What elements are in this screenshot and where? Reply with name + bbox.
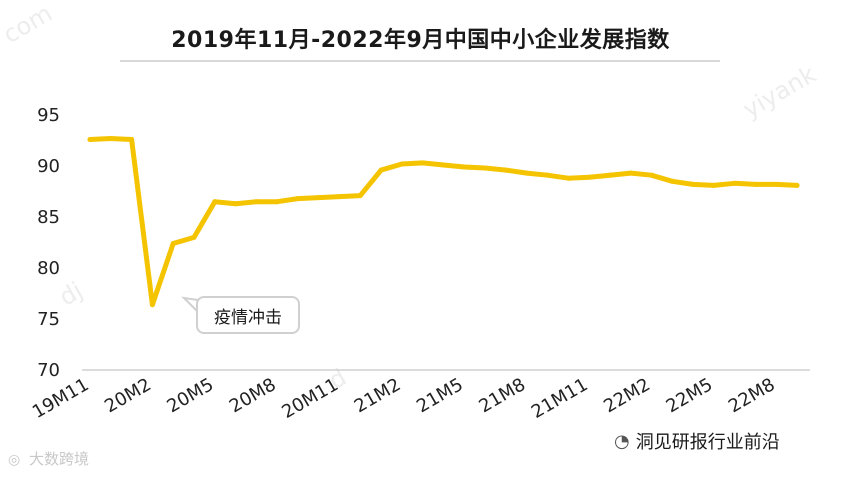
x-tick-label: 21M11 [528,374,592,423]
data-point-20M2 [149,302,155,308]
data-point-22M5 [711,182,717,188]
data-point-20M9 [295,196,301,202]
data-point-20M8 [274,199,280,205]
data-point-22M1 [628,170,634,176]
data-point-21M9 [544,172,550,178]
data-point-22M9 [794,182,800,188]
y-tick-label: 75 [37,309,60,330]
data-points [87,135,800,308]
x-tick-label: 20M5 [164,374,218,417]
y-tick-label: 85 [37,207,60,228]
data-point-20M10 [316,195,322,201]
annotation-callout: 疫情冲击 [196,296,300,334]
data-point-20M3 [170,241,176,247]
account-label-text: 洞见研报行业前沿 [635,432,780,453]
data-point-21M10 [565,175,571,181]
x-tick-label: 20M8 [226,374,280,417]
data-point-21M5 [461,164,467,170]
y-tick-label: 80 [37,258,60,279]
data-point-22M6 [732,180,738,186]
data-point-20M11 [337,194,343,200]
x-tick-label: 22M2 [600,374,654,417]
data-point-22M2 [648,172,654,178]
data-point-21M12 [607,172,613,178]
data-point-19M11 [87,136,93,142]
data-point-21M4 [441,162,446,168]
data-point-21M7 [503,167,509,173]
data-point-20M7 [253,199,259,205]
data-point-21M6 [482,165,488,171]
data-point-21M3 [420,160,426,166]
account-label: ◔ 洞见研报行业前沿 [614,428,780,454]
data-point-21M8 [524,170,530,176]
chart-title: 2019年11月-2022年9月中国中小企业发展指数 [171,28,670,53]
title-underline [120,60,720,62]
y-tick-label: 70 [37,360,60,381]
x-tick-label: 22M5 [663,374,717,417]
y-axis-ticks: 70 75 80 85 90 95 [37,105,60,381]
x-tick-label: 21M2 [351,374,405,417]
data-point-19M12 [108,135,114,141]
data-point-20M12 [357,193,363,199]
y-tick-label: 95 [37,105,60,126]
x-tick-label: 21M5 [413,374,467,417]
x-tick-label: 19M11 [29,374,93,423]
data-point-21M1 [378,167,384,173]
x-tick-label: 20M11 [278,374,342,423]
data-point-21M11 [586,174,592,180]
wechat-icon: ◔ [614,430,630,452]
x-tick-label: 21M8 [475,374,529,417]
source-watermark: ◎ 大数跨境 [8,448,89,469]
x-tick-label: 20M2 [101,374,155,417]
data-point-22M3 [669,178,675,184]
data-point-22M7 [752,181,758,187]
x-tick-label: 22M8 [725,374,779,417]
data-point-20M1 [129,136,135,142]
y-tick-label: 90 [37,156,60,177]
brand-logo-icon: ◎ [8,452,21,468]
data-point-20M5 [212,199,218,205]
data-point-20M4 [191,234,197,240]
source-watermark-text: 大数跨境 [29,450,90,468]
data-point-22M8 [773,181,779,187]
data-point-20M6 [233,201,239,207]
data-point-22M4 [690,181,696,187]
data-point-21M2 [399,161,405,167]
